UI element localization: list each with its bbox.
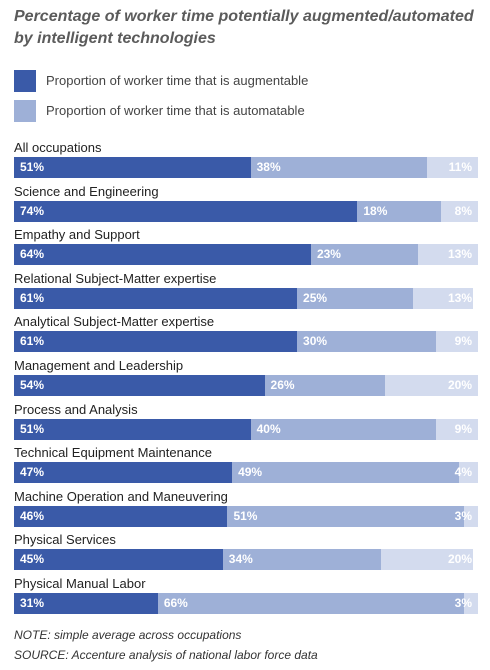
data-label: 3% (454, 508, 472, 523)
bar-segment-2 (250, 418, 437, 440)
bar-segment-3 (440, 200, 478, 222)
bar-segment-2 (232, 462, 460, 484)
data-label: 64% (20, 247, 45, 262)
bar-analytical-subject-matter-expertise: 61% 30% 9% (14, 331, 478, 353)
bar-segment-1 (14, 418, 251, 440)
data-label: 51% (233, 508, 258, 523)
data-label: 26% (270, 378, 295, 392)
data-label: 13% (447, 290, 472, 305)
bar-segment-1 (14, 505, 228, 527)
data-label: 51% (20, 160, 45, 174)
category-label-physical-manual-labor: Physical Manual Labor (14, 576, 146, 591)
legend-swatch-augmentable (14, 70, 36, 92)
bar-segment-3 (413, 287, 474, 309)
data-label: 18% (363, 203, 388, 218)
bar-physical-manual-labor: 31% 66% 3% (14, 593, 478, 614)
bar-segment-3 (417, 244, 478, 266)
bar-segment-1 (14, 244, 311, 266)
bar-all-occupations: 51% 38% 11% (14, 157, 478, 178)
bar-physical-services: 45% 34% 20% (14, 549, 478, 571)
bar-technical-equipment-maintenance: 47% 49% 4% (14, 462, 478, 484)
category-label-management-and-leadership: Management and Leadership (14, 358, 184, 373)
data-label: 20% (447, 552, 472, 567)
legend-label-augmentable: Proportion of worker time that is augmen… (46, 73, 309, 88)
category-label-machine-operation-and-maneuvering: Machine Operation and Maneuvering (14, 488, 228, 504)
data-label: 38% (256, 160, 281, 174)
bar-segment-3 (459, 462, 478, 484)
data-label: 30% (303, 334, 328, 349)
bar-segment-3 (426, 157, 478, 178)
category-label-technical-equipment-maintenance: Technical Equipment Maintenance (14, 445, 213, 461)
data-label: 8% (454, 203, 472, 218)
bar-process-and-analysis: 51% 40% 9% (14, 418, 478, 440)
bar-segment-3 (464, 593, 478, 614)
data-label: 3% (454, 596, 472, 610)
category-label-all-occupations: All occupations (14, 140, 102, 155)
data-label: 9% (454, 334, 472, 349)
bar-segment-2 (357, 200, 441, 222)
data-label: 4% (454, 465, 472, 480)
bar-segment-2 (297, 331, 437, 353)
bar-machine-operation-and-maneuvering: 46% 51% 3% (14, 505, 478, 527)
bar-science-and-engineering: 74% 18% 8% (14, 200, 478, 222)
chart-title: Percentage of worker time potentially au… (14, 8, 474, 47)
data-label: 23% (316, 247, 341, 262)
data-label: 54% (20, 378, 45, 392)
bar-segment-3 (436, 418, 478, 440)
bar-segment-3 (385, 375, 478, 396)
data-label: 61% (20, 290, 45, 305)
data-label: 31% (20, 596, 45, 610)
bar-segment-1 (14, 549, 223, 571)
bar-segment-2 (227, 505, 465, 527)
bar-segment-1 (14, 462, 233, 484)
bar-segment-1 (14, 287, 298, 309)
bar-segment-1 (14, 593, 158, 614)
bar-segment-1 (14, 200, 358, 222)
data-label: 13% (447, 247, 472, 262)
data-label: 49% (238, 465, 263, 480)
bar-segment-3 (380, 549, 474, 571)
category-label-physical-services: Physical Services (14, 532, 116, 548)
bar-empathy-and-support: 64% 23% 13% (14, 244, 478, 266)
data-label: 46% (20, 508, 45, 523)
data-label: 47% (20, 465, 45, 480)
bar-segment-2 (250, 157, 427, 178)
category-label-process-and-analysis: Process and Analysis (14, 401, 138, 417)
bar-segment-2 (297, 287, 414, 309)
data-label: 74% (20, 203, 45, 218)
legend-swatch-automatable (14, 100, 36, 122)
data-label: 66% (163, 596, 188, 610)
bar-segment-1 (14, 375, 265, 396)
data-label: 34% (228, 552, 253, 567)
bar-segment-1 (14, 331, 298, 353)
data-label: 61% (20, 334, 45, 349)
bar-management-and-leadership: 54% 26% 20% (14, 375, 478, 396)
bar-segment-1 (14, 157, 251, 178)
bar-segment-3 (436, 331, 478, 353)
category-label-empathy-and-support: Empathy and Support (14, 227, 140, 243)
data-label: 51% (20, 421, 45, 436)
data-label: 45% (20, 552, 45, 567)
bar-segment-2 (264, 375, 386, 396)
data-label: 20% (447, 378, 472, 392)
data-label: 9% (454, 421, 472, 436)
category-label-science-and-engineering: Science and Engineering (14, 183, 159, 199)
data-label: 40% (256, 421, 281, 436)
category-label-analytical-subject-matter-expertise: Analytical Subject-Matter expertise (14, 314, 215, 330)
data-label: 25% (303, 290, 328, 305)
bar-segment-2 (310, 244, 418, 266)
chart-source: SOURCE: Accenture analysis of national l… (14, 648, 318, 662)
bar-segment-2 (222, 549, 381, 571)
data-label: 11% (448, 160, 472, 174)
bar-segment-2 (157, 593, 465, 614)
bar-segment-3 (464, 505, 478, 527)
bar-relational-subject-matter-expertise: 61% 25% 13% (14, 287, 478, 309)
category-label-relational-subject-matter-expertise: Relational Subject-Matter expertise (14, 270, 217, 286)
chart-note: NOTE: simple average across occupations (14, 628, 242, 642)
legend-label-automatable: Proportion of worker time that is automa… (46, 103, 305, 118)
